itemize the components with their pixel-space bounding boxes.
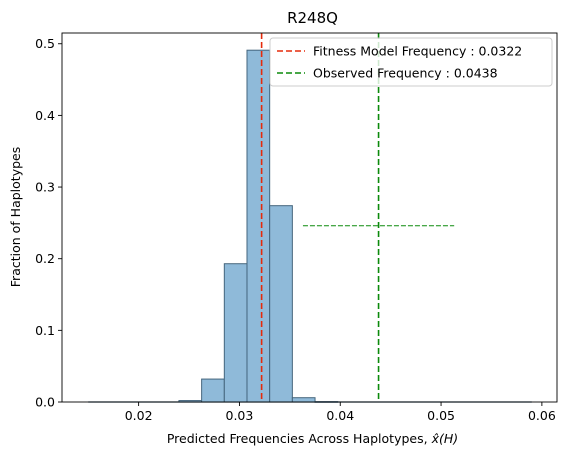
y-axis-label: Fraction of Haplotypes — [8, 147, 23, 287]
x-axis-label: Predicted Frequencies Across Haplotypes,… — [167, 431, 458, 446]
y-tick-label: 0.1 — [35, 323, 55, 338]
x-tick-label: 0.05 — [427, 408, 455, 423]
legend-label-1: Fitness Model Frequency : 0.0322 — [313, 44, 522, 59]
y-tick-label: 0.3 — [35, 180, 55, 195]
x-tick-label: 0.04 — [326, 408, 354, 423]
y-tick-label: 0.5 — [35, 36, 55, 51]
x-axis-label-text: Predicted Frequencies Across Haplotypes, — [167, 431, 432, 446]
reference-lines-layer — [260, 33, 455, 402]
histogram-bar-3 — [223, 263, 248, 403]
bars-layer — [88, 49, 532, 403]
y-tick-label: 0.2 — [35, 251, 55, 266]
legend: Fitness Model Frequency : 0.0322 Observed… — [269, 37, 553, 87]
histogram-bar-6 — [291, 397, 316, 403]
y-tick-label: 0.4 — [35, 108, 55, 123]
plot-frame — [61, 32, 558, 403]
x-axis-label-math: x̂(H) — [431, 431, 459, 446]
y-tick-label: 0.0 — [35, 395, 55, 410]
legend-box — [269, 37, 553, 87]
histogram-bar-2 — [201, 378, 225, 403]
histogram-bar-5 — [269, 205, 293, 403]
legend-label-2: Observed Frequency : 0.0438 — [313, 66, 498, 81]
axis-ticks-layer: 0.02 0.03 0.04 0.05 0.06 0.0 0.1 0.2 0.3 0.4 0.5 — [35, 36, 556, 423]
x-tick-label: 0.06 — [528, 408, 556, 423]
histogram-bar-4 — [246, 49, 271, 403]
x-tick-label: 0.03 — [226, 408, 254, 423]
chart-title: R248Q — [287, 9, 338, 27]
x-tick-label: 0.02 — [125, 408, 153, 423]
